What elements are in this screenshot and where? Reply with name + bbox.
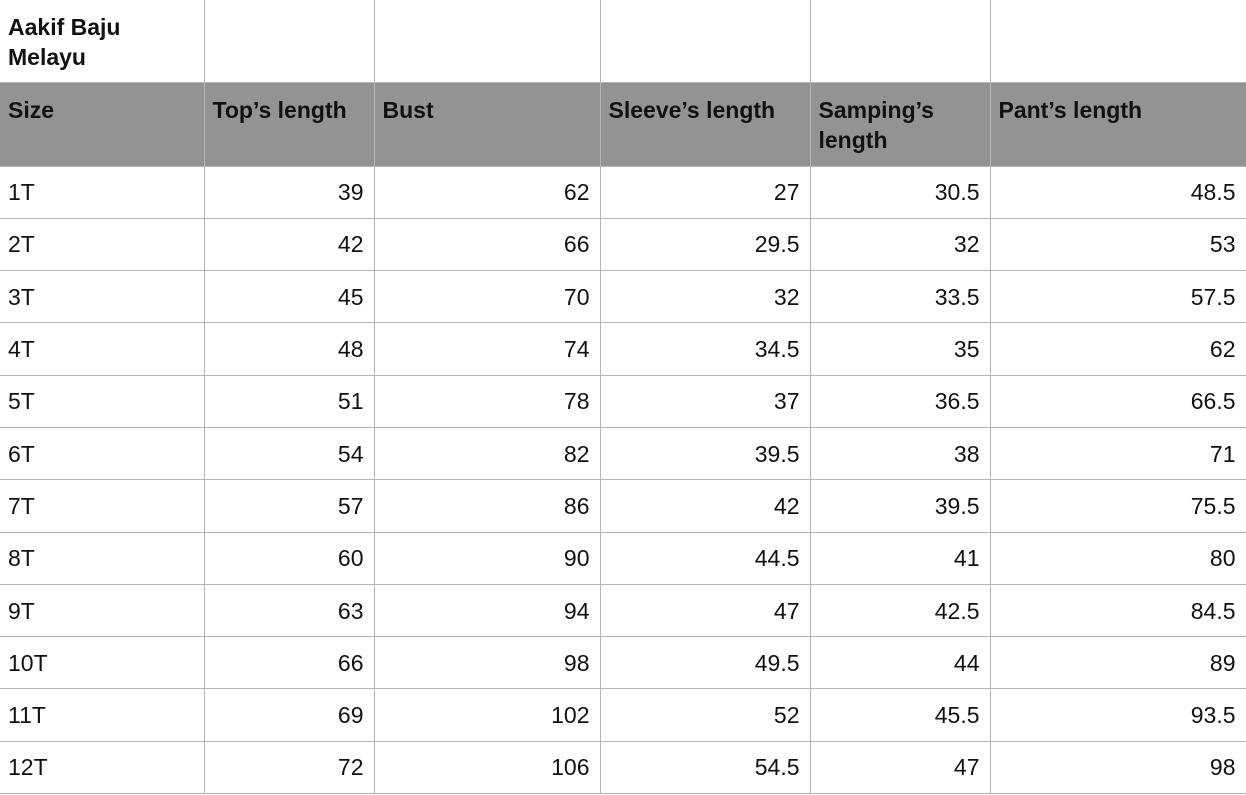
measurement-cell: 27: [599, 165, 811, 219]
measurement-cell: 90: [373, 531, 601, 585]
table-row: 7T 57 86 42 39.5 75.5: [0, 479, 1246, 533]
size-cell: 4T: [0, 322, 205, 376]
measurement-cell: 57: [203, 479, 375, 533]
measurement-cell: 78: [373, 374, 601, 428]
measurement-cell: 45: [203, 270, 375, 324]
measurement-cell: 45.5: [809, 688, 991, 742]
measurement-cell: 74: [373, 322, 601, 376]
measurement-cell: 47: [809, 740, 991, 795]
measurement-cell: 75.5: [989, 479, 1246, 533]
table-row: 12T 72 106 54.5 47 98: [0, 740, 1246, 795]
size-cell: 6T: [0, 426, 205, 481]
table-row: 5T 51 78 37 36.5 66.5: [0, 374, 1246, 428]
measurement-cell: 41: [809, 531, 991, 585]
measurement-cell: 38: [809, 426, 991, 481]
table-row: 3T 45 70 32 33.5 57.5: [0, 270, 1246, 324]
column-header: Size: [0, 81, 205, 167]
measurement-cell: 32: [599, 270, 811, 324]
size-cell: 2T: [0, 217, 205, 272]
column-header: Bust: [373, 81, 601, 167]
size-cell: 9T: [0, 583, 205, 638]
measurement-cell: 44.5: [599, 531, 811, 585]
measurement-cell: 35: [809, 322, 991, 376]
measurement-cell: 106: [373, 740, 601, 795]
size-cell: 12T: [0, 740, 205, 795]
measurement-cell: 66: [203, 636, 375, 690]
column-header: Sleeve’s length: [599, 81, 811, 167]
size-cell: 7T: [0, 479, 205, 533]
title-row: Aakif Baju Melayu: [0, 0, 1246, 83]
measurement-cell: 98: [373, 636, 601, 690]
size-cell: 1T: [0, 165, 205, 219]
measurement-cell: 52: [599, 688, 811, 742]
measurement-cell: 98: [989, 740, 1246, 795]
measurement-cell: 29.5: [599, 217, 811, 272]
measurement-cell: 42: [203, 217, 375, 272]
size-cell: 8T: [0, 531, 205, 585]
column-header: Top’s length: [203, 81, 375, 167]
measurement-cell: 48.5: [989, 165, 1246, 219]
measurement-cell: 33.5: [809, 270, 991, 324]
measurement-cell: 80: [989, 531, 1246, 585]
measurement-cell: 36.5: [809, 374, 991, 428]
measurement-cell: 30.5: [809, 165, 991, 219]
measurement-cell: 51: [203, 374, 375, 428]
measurement-cell: 63: [203, 583, 375, 638]
measurement-cell: 39: [203, 165, 375, 219]
measurement-cell: 94: [373, 583, 601, 638]
measurement-cell: 34.5: [599, 322, 811, 376]
measurement-cell: 39.5: [809, 479, 991, 533]
measurement-cell: 42.5: [809, 583, 991, 638]
measurement-cell: 82: [373, 426, 601, 481]
measurement-cell: 71: [989, 426, 1246, 481]
measurement-cell: 62: [373, 165, 601, 219]
measurement-cell: 57.5: [989, 270, 1246, 324]
measurement-cell: 39.5: [599, 426, 811, 481]
table-title: Aakif Baju Melayu: [0, 0, 205, 83]
measurement-cell: 37: [599, 374, 811, 428]
table-row: 10T 66 98 49.5 44 89: [0, 636, 1246, 690]
measurement-cell: 69: [203, 688, 375, 742]
measurement-cell: 89: [989, 636, 1246, 690]
size-cell: 11T: [0, 688, 205, 742]
measurement-cell: 86: [373, 479, 601, 533]
measurement-cell: 66.5: [989, 374, 1246, 428]
table-row: 11T 69 102 52 45.5 93.5: [0, 688, 1246, 742]
measurement-cell: 84.5: [989, 583, 1246, 638]
measurement-cell: 72: [203, 740, 375, 795]
table-row: 6T 54 82 39.5 38 71: [0, 426, 1246, 481]
table-row: 9T 63 94 47 42.5 84.5: [0, 583, 1246, 638]
measurement-cell: 47: [599, 583, 811, 638]
measurement-cell: 44: [809, 636, 991, 690]
measurement-cell: 42: [599, 479, 811, 533]
table-row: 2T 42 66 29.5 32 53: [0, 217, 1246, 272]
measurement-cell: 66: [373, 217, 601, 272]
measurement-cell: 49.5: [599, 636, 811, 690]
measurement-cell: 54: [203, 426, 375, 481]
measurement-cell: 48: [203, 322, 375, 376]
table-row: 8T 60 90 44.5 41 80: [0, 531, 1246, 585]
header-row: Size Top’s length Bust Sleeve’s length Sampi…: [0, 81, 1246, 167]
measurement-cell: 60: [203, 531, 375, 585]
measurement-cell: 93.5: [989, 688, 1246, 742]
column-header: Pant’s length: [989, 81, 1246, 167]
size-cell: 3T: [0, 270, 205, 324]
measurement-cell: 62: [989, 322, 1246, 376]
column-header: Samping’s length: [809, 81, 991, 167]
measurement-cell: 32: [809, 217, 991, 272]
table-row: 1T 39 62 27 30.5 48.5: [0, 165, 1246, 219]
size-cell: 5T: [0, 374, 205, 428]
measurement-cell: 70: [373, 270, 601, 324]
table-row: 4T 48 74 34.5 35 62: [0, 322, 1246, 376]
measurement-cell: 53: [989, 217, 1246, 272]
size-cell: 10T: [0, 636, 205, 690]
measurement-cell: 102: [373, 688, 601, 742]
measurement-cell: 54.5: [599, 740, 811, 795]
